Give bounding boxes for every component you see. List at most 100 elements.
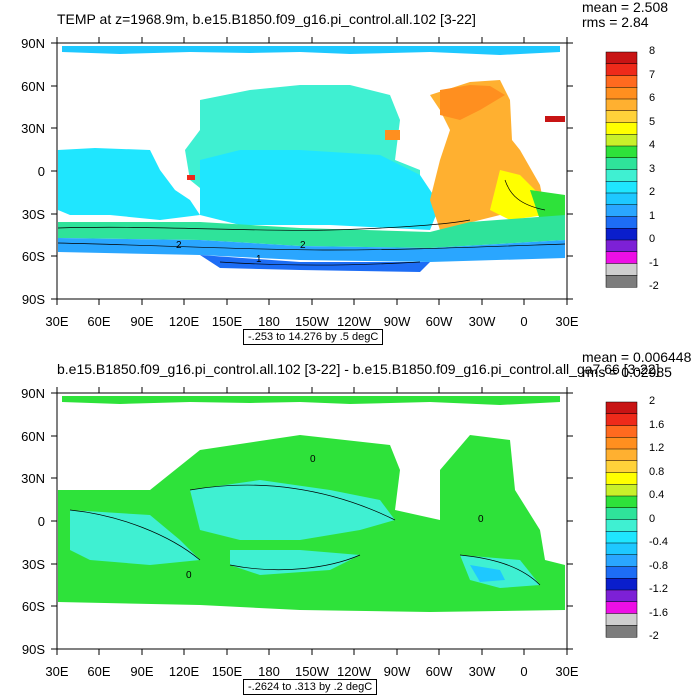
panel-title: b.e15.B1850.f09_g16.pi_control.all.102 [… (57, 361, 660, 377)
lon-label: 60E (87, 664, 111, 679)
colorbar-swatch (605, 145, 638, 159)
colorbar-label: -0.4 (649, 536, 668, 548)
colorbar-swatch (605, 228, 638, 241)
lon-label: 120W (337, 314, 371, 329)
colorbar-label: 6 (649, 92, 656, 104)
contour-label: 2 (300, 240, 306, 251)
contour-lines (69, 484, 541, 586)
mean-value: mean = 2.508 (582, 0, 669, 15)
lon-label: 150E (211, 314, 243, 329)
colorbar (605, 401, 638, 638)
contour-range-box: -.253 to 14.276 by .5 degC (243, 329, 384, 345)
lat-label: 60N (21, 429, 45, 444)
contour-range-box: -.2624 to .313 by .2 degC (243, 679, 378, 695)
colorbar-swatch (605, 425, 638, 438)
colorbar-label: 1.6 (649, 418, 665, 431)
lon-label: 30E (45, 664, 69, 679)
colorbar-label: -1 (649, 256, 659, 269)
colorbar-label: 1.2 (649, 442, 665, 454)
colorbar-swatch (605, 401, 638, 415)
lat-label: 60N (21, 79, 45, 94)
lat-label: 30S (21, 557, 45, 572)
lon-label: 0 (520, 664, 528, 679)
lat-label: 60S (21, 249, 45, 264)
colorbar-label: 0.4 (649, 489, 665, 501)
colorbar-swatch (605, 263, 638, 276)
colorbar-label: 2 (649, 186, 656, 198)
lon-label: 60W (425, 664, 453, 679)
colorbar-label: 0 (649, 233, 656, 245)
colorbar-label: -2 (649, 630, 659, 642)
colorbar-label: 2 (649, 395, 656, 407)
colorbar-swatch (605, 192, 638, 206)
lon-label: 30E (45, 314, 69, 329)
colorbar-swatch (605, 507, 638, 521)
lat-label: 30S (21, 207, 45, 222)
lon-label: 180 (258, 664, 280, 679)
colorbar-swatch (605, 413, 638, 427)
colorbar-swatch (605, 613, 638, 626)
panel-title: TEMP at z=1968.9m, b.e15.B1850.f09_g16.p… (57, 11, 476, 27)
colorbar-label: 4 (649, 139, 656, 151)
contour-label: 0 (478, 514, 484, 525)
lon-label: 30E (555, 314, 579, 329)
colorbar-swatch (605, 589, 638, 603)
lon-label: 150E (211, 664, 243, 679)
colorbar-label: 8 (649, 45, 656, 57)
panel-difference: 0 0 0 b.e15.B1850.f09_g16.pi_control.all… (0, 350, 700, 700)
colorbar-swatch (605, 495, 638, 509)
lon-label: 90E (130, 664, 154, 679)
colorbar-swatch (605, 448, 638, 462)
colorbar-label: -1.6 (649, 606, 668, 619)
lat-label: 90N (21, 386, 45, 401)
lon-label: 90W (383, 314, 411, 329)
lon-label: 180 (258, 314, 280, 329)
colorbar-swatch (605, 460, 638, 474)
contour-label: 2 (176, 240, 182, 251)
contour-lines (57, 179, 566, 266)
rms-value: rms = 0.02985 (582, 364, 672, 380)
colorbar-swatch (605, 169, 638, 182)
colorbar-label: 0.8 (649, 465, 665, 478)
colorbar-swatch (605, 87, 638, 100)
rms-value: rms = 2.84 (582, 14, 649, 30)
lat-label: 30N (21, 471, 45, 486)
colorbar-swatch (605, 98, 638, 112)
mean-value: mean = 0.006448 (582, 349, 692, 365)
colorbar-swatch (605, 625, 638, 638)
map-plot-difference: 0 0 0 (51, 387, 638, 655)
lat-label: 60S (21, 599, 45, 614)
lat-label: 90N (21, 36, 45, 51)
lat-label: 90S (21, 642, 45, 657)
colorbar-swatch (605, 484, 638, 497)
lat-label: 90S (21, 292, 45, 307)
colorbar-label: -0.8 (649, 559, 668, 572)
colorbar-swatch (605, 63, 638, 77)
colorbar-swatch (605, 216, 638, 229)
lat-label: 30N (21, 121, 45, 136)
colorbar-label: 7 (649, 68, 656, 81)
colorbar-swatch (605, 157, 638, 171)
colorbar-swatch (605, 437, 638, 450)
colorbar-label: 3 (649, 162, 656, 175)
colorbar-swatch (605, 601, 638, 615)
ocean-field (58, 396, 565, 612)
colorbar-swatch (605, 578, 638, 591)
contour-label: 1 (256, 254, 262, 265)
lon-label: 120W (337, 664, 371, 679)
colorbar-label: -1.2 (649, 583, 668, 595)
colorbar-swatch (605, 239, 638, 253)
colorbar-swatch (605, 122, 638, 135)
colorbar-swatch (605, 554, 638, 568)
colorbar-swatch (605, 75, 638, 88)
colorbar (605, 51, 638, 288)
colorbar-swatch (605, 51, 638, 65)
lon-label: 150W (295, 664, 329, 679)
colorbar-swatch (605, 542, 638, 556)
axis-ticks (51, 387, 573, 655)
lon-label: 90W (383, 664, 411, 679)
colorbar-swatch (605, 204, 638, 218)
lon-label: 150W (295, 314, 329, 329)
colorbar-swatch (605, 110, 638, 124)
contour-label: 0 (186, 570, 192, 581)
